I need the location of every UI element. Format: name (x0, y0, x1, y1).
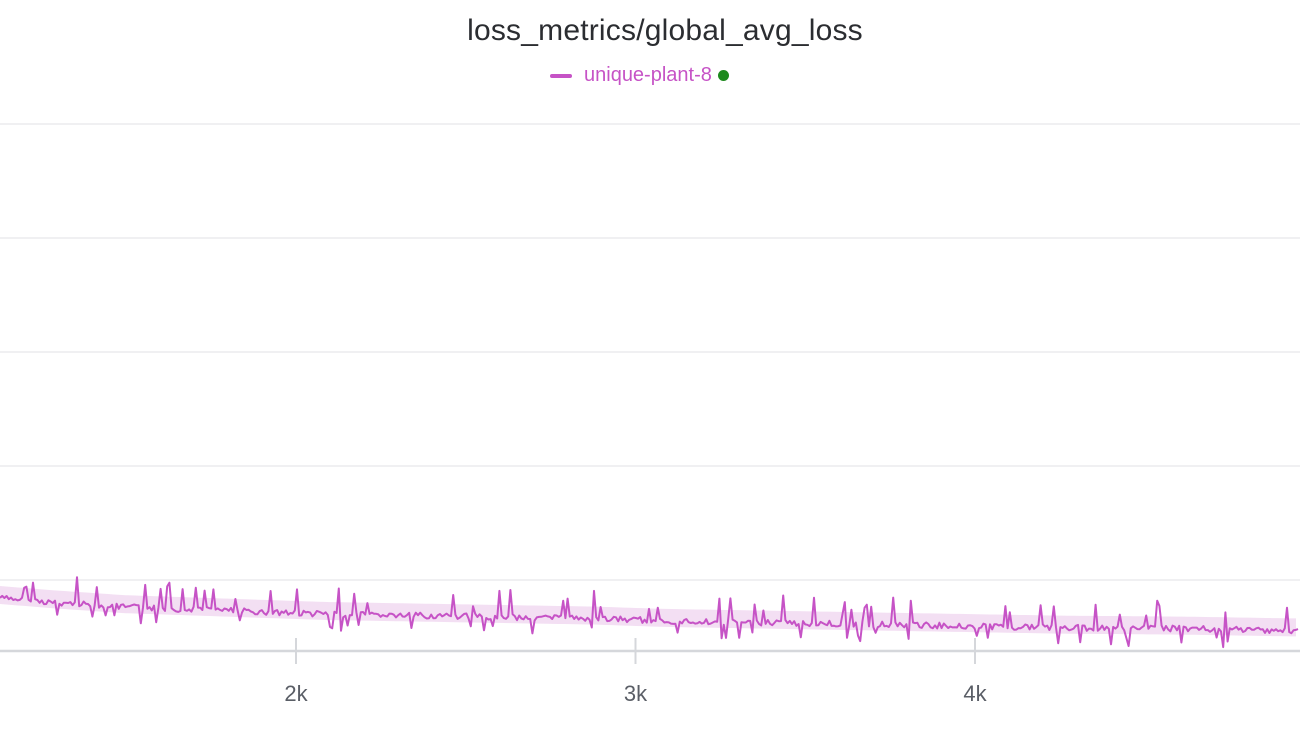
legend-swatch (550, 73, 572, 78)
x-tick-label: 4k (963, 681, 987, 706)
x-tick-label: 3k (624, 681, 648, 706)
x-tick-label: 2k (284, 681, 308, 706)
legend-series-name: unique-plant-8 (584, 64, 712, 86)
run-status-dot (717, 70, 729, 81)
chart-title: loss_metrics/global_avg_loss (467, 14, 863, 47)
legend[interactable]: unique-plant-8 (550, 64, 729, 87)
series-line-unique-plant-8 (0, 576, 1299, 649)
